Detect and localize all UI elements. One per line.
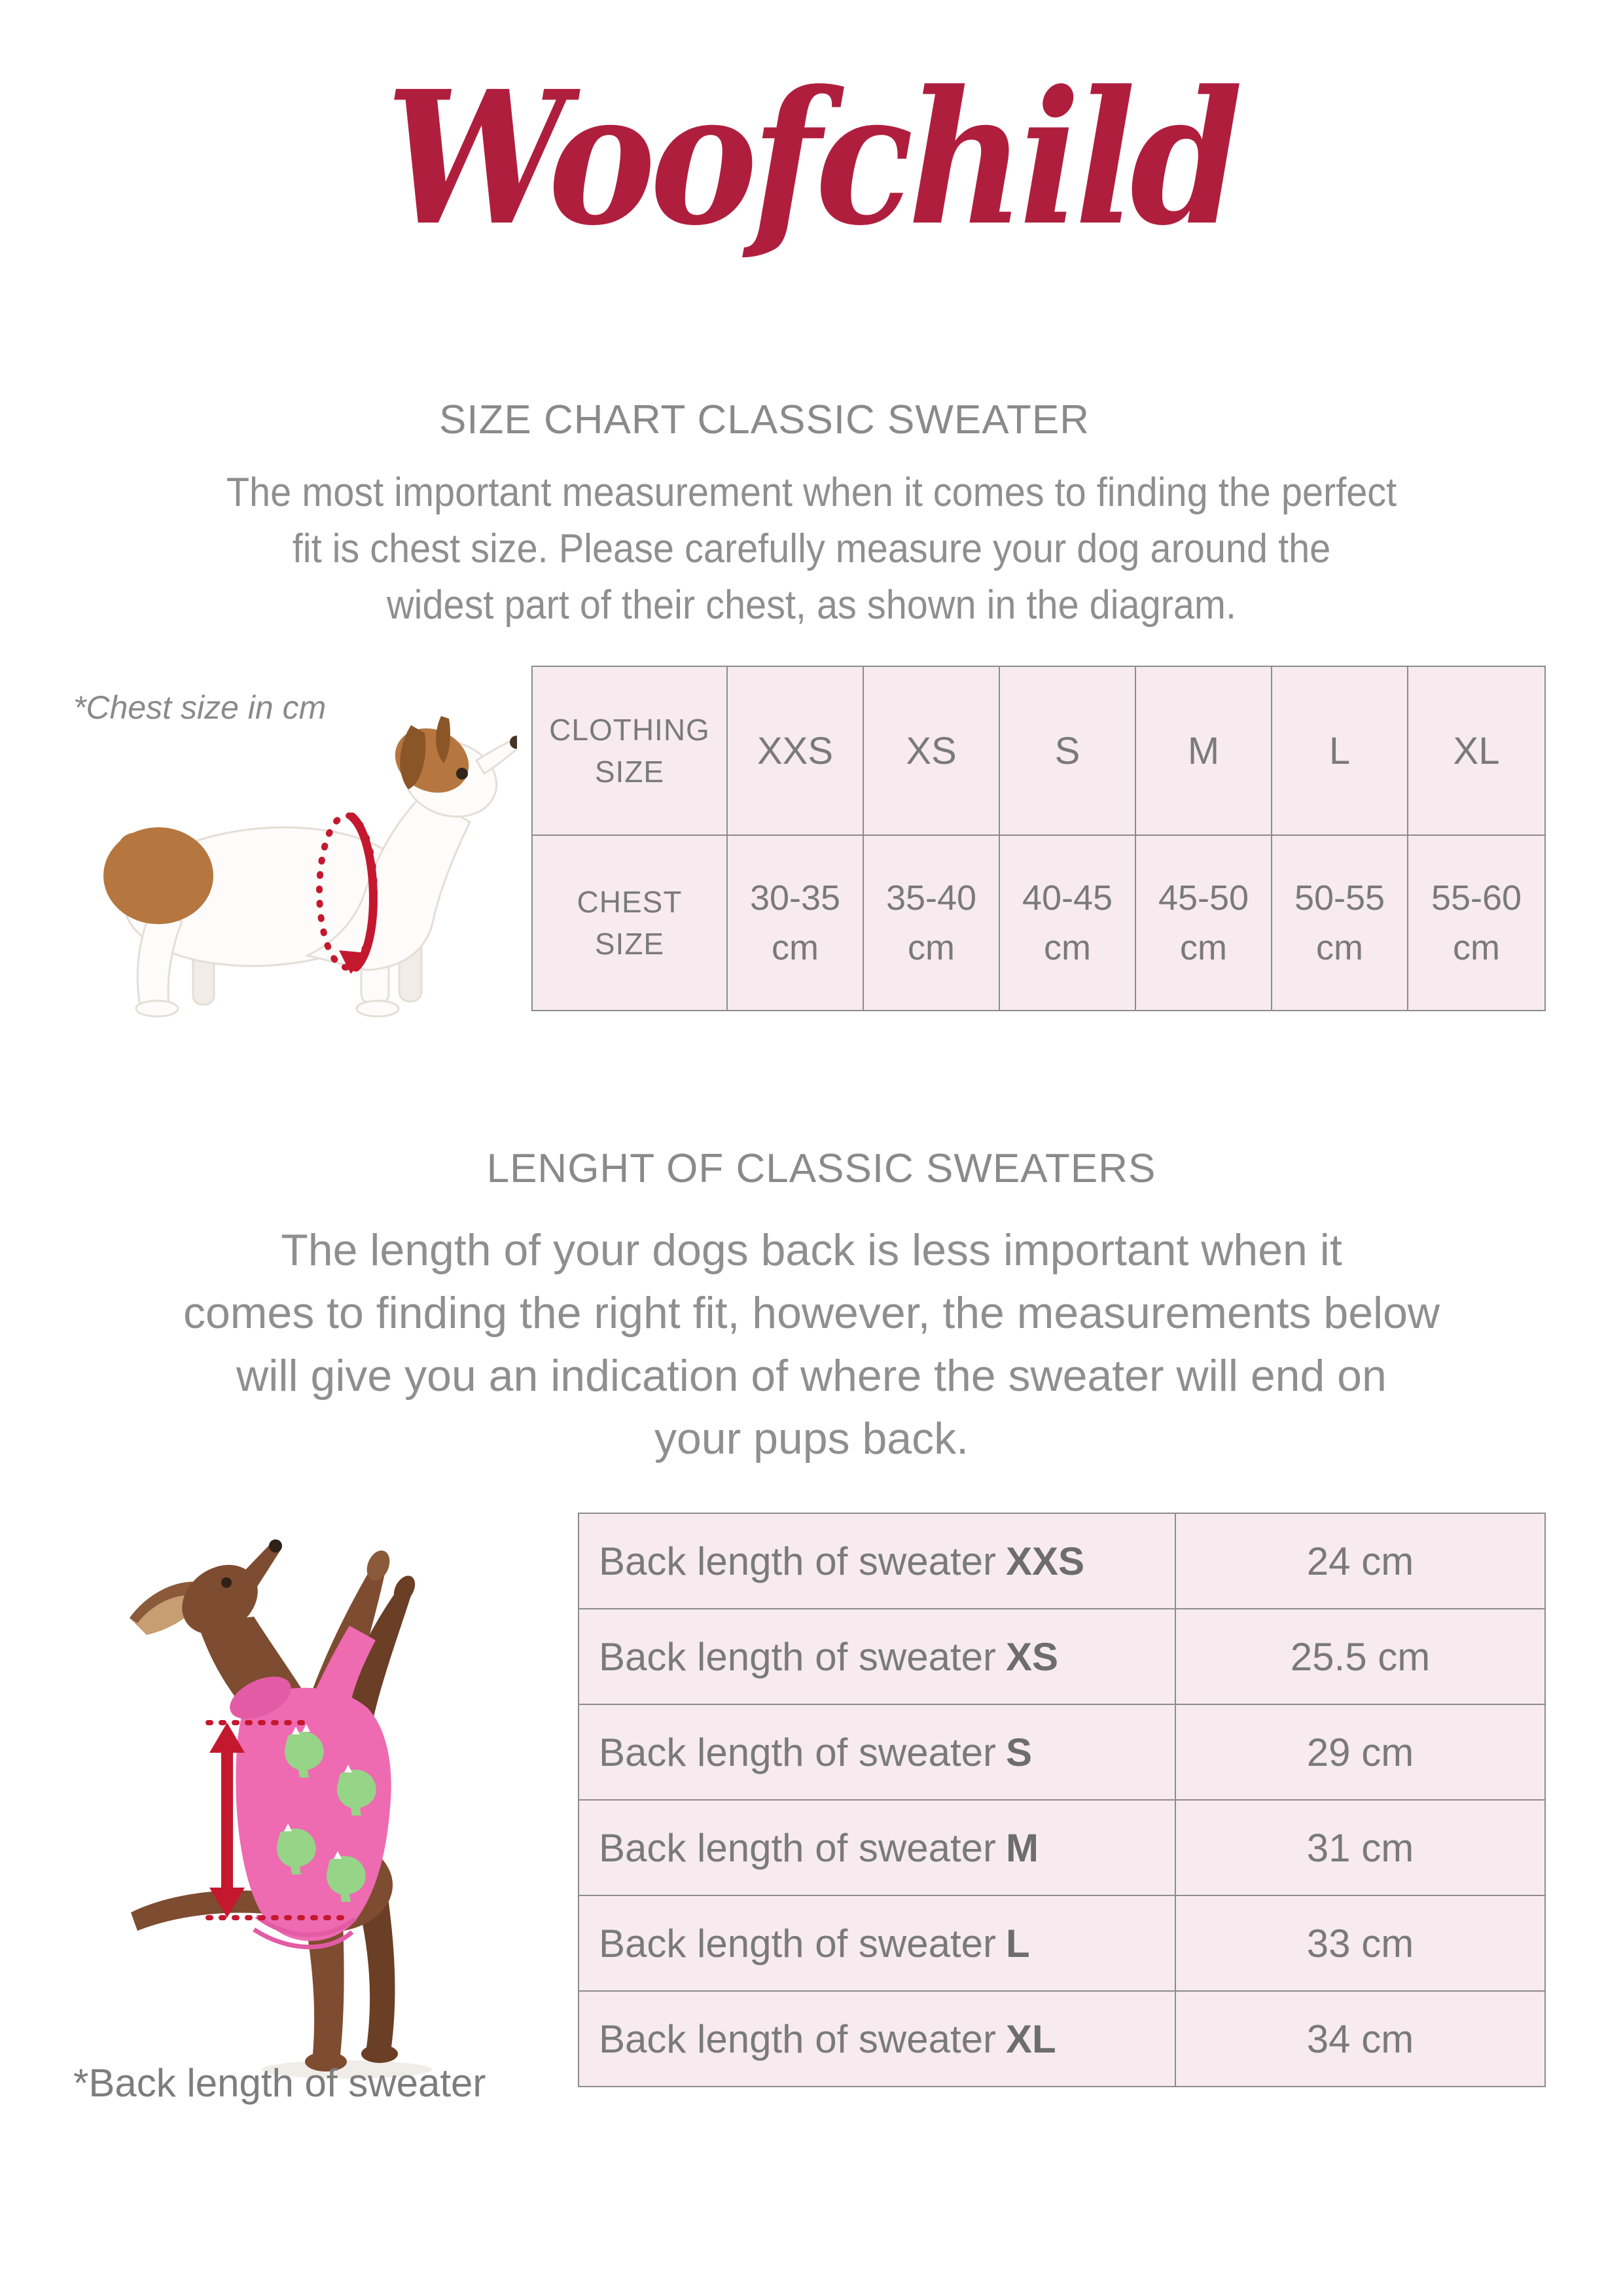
measure-arrowhead [339, 950, 368, 974]
back-length-label: Back length of sweater L [578, 1895, 1176, 1992]
back-length-value: 29 cm [1175, 1704, 1546, 1801]
chest-size-row: CHEST SIZE 30-35 cm 35-40 cm 40-45 cm 45-50… [531, 834, 1546, 1011]
paragraph-line: will give you an indication of where the… [236, 1351, 1387, 1401]
back-length-label: Back length of sweater XL [578, 1990, 1176, 2087]
dog-markings [103, 716, 517, 924]
back-length-measurement-arrow [205, 1720, 353, 1920]
dog-nose [269, 1539, 282, 1552]
measure-arrowhead-down [209, 1888, 245, 1918]
size-chart-heading: SIZE CHART CLASSIC SWEATER [438, 397, 1090, 442]
dog-eye [221, 1577, 232, 1588]
paragraph-line: fit is chest size. Please carefully meas… [292, 526, 1331, 571]
back-length-value: 25.5 cm [1175, 1608, 1546, 1705]
back-length-label: Back length of sweater XS [578, 1608, 1176, 1705]
chest-measurement-ellipse [316, 812, 378, 974]
size-cell: M [1135, 666, 1272, 836]
paragraph-line: comes to finding the right fit, however,… [183, 1288, 1440, 1338]
back-length-table: Back length of sweater XXS 24 cm Back len… [578, 1513, 1546, 2087]
table-row: Back length of sweater XXS 24 cm [578, 1513, 1546, 1609]
chest-range-cell: 50-55 cm [1271, 834, 1408, 1011]
paragraph-line: your pups back. [654, 1414, 969, 1463]
row-header-clothing-size: CLOTHING SIZE [531, 666, 728, 836]
dog-eye [456, 768, 468, 780]
dog-illustration [119, 737, 517, 1018]
back-length-value: 24 cm [1175, 1513, 1546, 1609]
back-length-label: Back length of sweater M [578, 1799, 1176, 1896]
row-header-chest-size: CHEST SIZE [531, 834, 728, 1011]
table-row: Back length of sweater S 29 cm [578, 1704, 1546, 1801]
measure-arrowhead-up [209, 1723, 245, 1753]
size-cell: XS [863, 666, 1000, 836]
chest-range-cell: 55-60 cm [1407, 834, 1546, 1011]
chest-range-cell: 35-40 cm [863, 834, 1000, 1011]
table-row: Back length of sweater L 33 cm [578, 1895, 1546, 1992]
size-chart-paragraph: The most important measurement when it c… [57, 465, 1566, 634]
back-length-value: 31 cm [1175, 1799, 1546, 1896]
length-section-heading: LENGHT OF CLASSIC SWEATERS [486, 1146, 1156, 1191]
paragraph-line: The length of your dogs back is less imp… [281, 1225, 1342, 1275]
length-section-paragraph: The length of your dogs back is less imp… [0, 1219, 1623, 1470]
chest-range-cell: 30-35 cm [726, 834, 864, 1011]
paragraph-line: widest part of their chest, as shown in … [386, 583, 1236, 628]
table-row: Back length of sweater M 31 cm [578, 1799, 1546, 1896]
chest-measure-dog-photo [103, 716, 517, 1018]
table-row: Back length of sweater XS 25.5 cm [578, 1608, 1546, 1705]
back-photo-caption: *Back length of sweater [73, 2061, 486, 2105]
size-cell: XXS [726, 666, 864, 836]
clothing-size-row: CLOTHING SIZE XXS XS S M L XL [531, 666, 1546, 836]
size-chart-table: CLOTHING SIZE XXS XS S M L XL CHEST SIZE… [531, 666, 1546, 1011]
back-length-label: Back length of sweater XXS [578, 1513, 1176, 1609]
dog-sweater [230, 1626, 391, 1950]
logo-container: Woofchild [0, 18, 1623, 300]
back-length-value: 34 cm [1175, 1990, 1546, 2087]
size-cell: L [1271, 666, 1408, 836]
dino-pattern [276, 1731, 376, 1902]
brand-logo: Woofchild [385, 51, 1243, 266]
back-length-value: 33 cm [1175, 1895, 1546, 1992]
back-length-label: Back length of sweater S [578, 1704, 1176, 1801]
chest-range-cell: 45-50 cm [1135, 834, 1272, 1011]
back-length-dog-photo [130, 1539, 432, 2079]
table-row: Back length of sweater XL 34 cm [578, 1990, 1546, 2087]
dog-nose [510, 736, 517, 749]
chest-range-cell: 40-45 cm [999, 834, 1136, 1011]
dino-spikes [284, 1724, 352, 1859]
size-cell: XL [1407, 666, 1546, 836]
size-cell: S [999, 666, 1136, 836]
paragraph-line: The most important measurement when it c… [226, 470, 1397, 515]
chest-photo-caption: *Chest size in cm [73, 689, 327, 726]
